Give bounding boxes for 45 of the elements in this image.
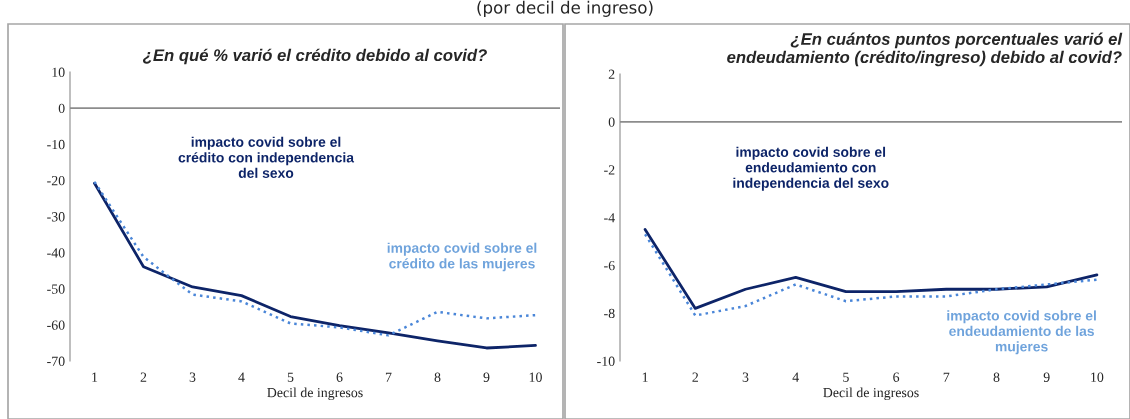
text: (por decil de ingreso) (477, 0, 653, 17)
x-tick-label: 7 (943, 372, 950, 382)
x-tick-label: 8 (434, 372, 441, 382)
y-tick-label: -70 (47, 356, 65, 366)
x-tick-label: 6 (336, 372, 343, 382)
x-tick-label: 8 (993, 372, 1000, 382)
x-tick-label: 6 (893, 372, 900, 382)
y-tick-label: -8 (604, 308, 615, 319)
x-tick-label: 10 (1091, 372, 1104, 382)
x-tick-label: 4 (238, 372, 245, 382)
x-tick-label: 3 (742, 372, 749, 382)
y-tick-label: 0 (608, 117, 615, 127)
x-axis-title: Decil de ingresos (823, 387, 919, 401)
y-tick-label: -50 (47, 284, 65, 294)
x-tick-label: 5 (287, 372, 294, 382)
y-tick-label: -30 (47, 212, 65, 222)
x-tick-label: 5 (843, 372, 849, 382)
y-tick-label: -10 (47, 139, 65, 150)
y-tick-label: -4 (604, 213, 615, 223)
y-tick-label: -2 (604, 165, 615, 175)
y-tick-label: -20 (47, 175, 65, 186)
chart-title: ¿En cuántos puntos porcentuales varió el endeudamiento (crédito/ingreso) debido al covid? (727, 32, 1123, 67)
x-tick-label: 9 (1043, 372, 1050, 382)
text: impacto covid sobre el crédito de las mujeres (387, 242, 537, 272)
series-label: impacto covid sobre el endeudamiento de las mujeres (947, 310, 1096, 355)
y-tick-label: -60 (47, 320, 65, 330)
y-tick-label: -6 (604, 260, 615, 271)
x-tick-label: 3 (189, 372, 196, 382)
x-tick-label: 1 (642, 372, 648, 382)
x-tick-label: 10 (529, 372, 542, 382)
x-axis-title: Decil de ingresos (267, 387, 363, 401)
y-tick-label: -10 (597, 356, 615, 366)
y-tick-label: 10 (52, 67, 65, 77)
x-tick-label: 9 (483, 372, 490, 382)
text: impacto covid sobre el crédito con independencia del sexo (178, 136, 355, 178)
y-tick-label: 0 (58, 103, 65, 114)
y-tick-label: -40 (47, 248, 65, 258)
chart-title: ¿En qué % varió el crédito debido al covid? (142, 48, 487, 65)
x-tick-label: 1 (92, 372, 98, 382)
x-tick-label: 2 (692, 372, 699, 382)
text: impacto covid sobre el endeudamiento con independencia del sexo (733, 146, 889, 191)
x-tick-label: 7 (385, 372, 392, 382)
y-tick-label: 2 (608, 69, 615, 79)
x-tick-label: 4 (792, 372, 799, 382)
x-tick-label: 2 (140, 372, 147, 382)
